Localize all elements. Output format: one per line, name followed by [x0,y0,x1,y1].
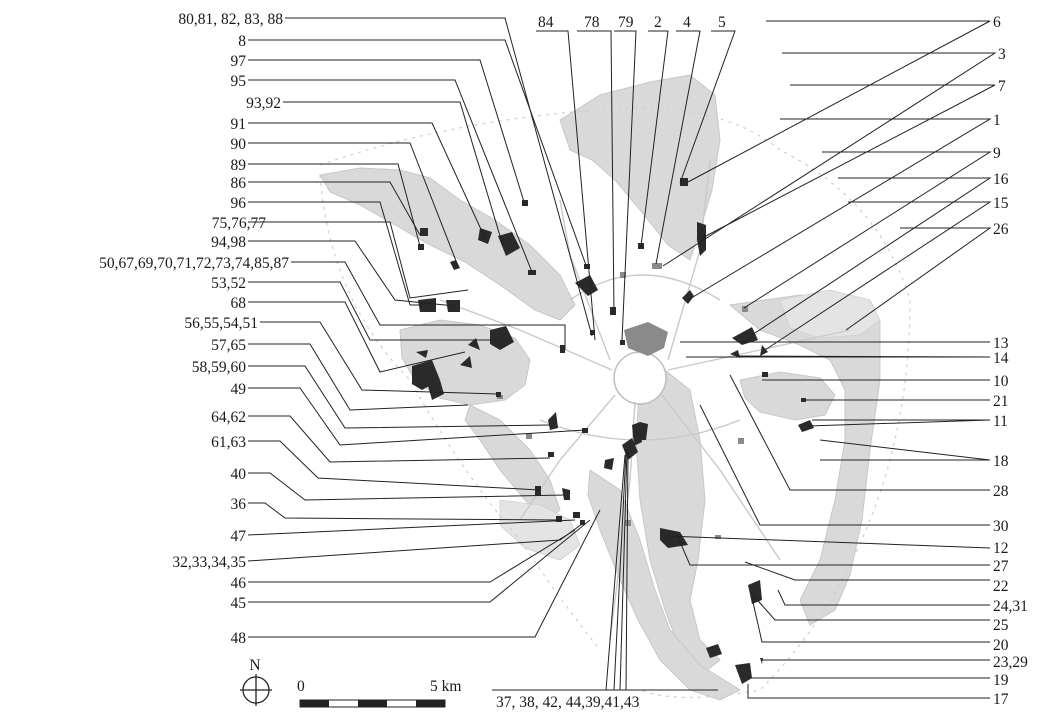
label-96: 96 [231,195,247,212]
label-18: 18 [993,453,1009,470]
label-16: 16 [993,171,1009,188]
label-14: 14 [993,350,1009,367]
label-20: 20 [993,637,1009,654]
north-label: N [249,657,260,674]
label-64-62: 64,62 [211,409,246,426]
label-22: 22 [993,578,1009,595]
label-90: 90 [231,136,247,153]
label-28: 28 [993,483,1009,500]
label-bottom: 37, 38, 42, 44,39,41,43 [496,694,640,711]
label-2: 2 [654,14,662,31]
top-labels: 84 78 79 2 4 5 [538,14,726,31]
label-61-63: 61,63 [211,434,246,451]
label-78: 78 [584,14,600,31]
scalebar: 0 5 km [297,678,461,708]
label-25: 25 [993,617,1009,634]
label-95: 95 [231,73,247,90]
scalebar-end: 5 km [430,678,461,695]
label-50-87: 50,67,69,70,71,72,73,74,85,87 [99,255,289,272]
label-8: 8 [238,33,246,50]
label-47: 47 [231,528,247,545]
label-23-29: 23,29 [993,654,1028,671]
north-arrow-icon: N [240,657,272,706]
label-1: 1 [993,112,1001,129]
label-46: 46 [231,575,247,592]
label-48: 48 [231,630,247,647]
label-4: 4 [683,14,691,31]
right-labels: 6 3 7 1 9 16 15 26 13 14 10 21 11 18 28 … [993,14,1028,708]
map-base [319,74,911,701]
label-89: 89 [231,157,247,174]
label-94-98: 94,98 [211,234,246,251]
label-79: 79 [618,14,634,31]
label-32-35: 32,33,34,35 [172,554,246,571]
label-10: 10 [993,373,1009,390]
label-9: 9 [993,145,1001,162]
label-19: 19 [993,672,1009,689]
label-97: 97 [231,53,247,70]
label-17: 17 [993,691,1009,708]
label-68: 68 [231,295,247,312]
label-91: 91 [231,116,247,133]
label-12: 12 [993,540,1009,557]
label-93-92: 93,92 [246,95,281,112]
label-21: 21 [993,393,1009,410]
label-49: 49 [231,381,247,398]
label-15: 15 [993,195,1009,212]
label-75-77: 75,76,77 [212,215,267,232]
label-53-52: 53,52 [211,275,246,292]
left-labels: 80,81, 82, 83, 88 8 97 95 93,92 91 90 89… [99,11,289,647]
label-5: 5 [718,14,726,31]
map-objects [412,178,814,684]
scalebar-start: 0 [297,678,305,695]
label-6: 6 [993,14,1001,31]
label-24-31: 24,31 [993,598,1028,615]
label-84: 84 [538,14,554,31]
label-86: 86 [231,175,247,192]
label-13: 13 [993,335,1009,352]
label-45: 45 [231,595,247,612]
label-36: 36 [231,496,247,513]
label-57-65: 57,65 [211,337,246,354]
label-40: 40 [231,466,247,483]
label-80-88: 80,81, 82, 83, 88 [178,11,283,28]
label-26: 26 [993,221,1009,238]
label-30: 30 [993,518,1009,535]
label-27: 27 [993,558,1009,575]
leader-lines [247,17,997,699]
label-58-60: 58,59,60 [192,359,247,376]
label-7: 7 [998,78,1006,95]
label-11: 11 [993,413,1008,430]
label-56-51: 56,55,54,51 [184,315,258,332]
label-3: 3 [998,46,1006,63]
